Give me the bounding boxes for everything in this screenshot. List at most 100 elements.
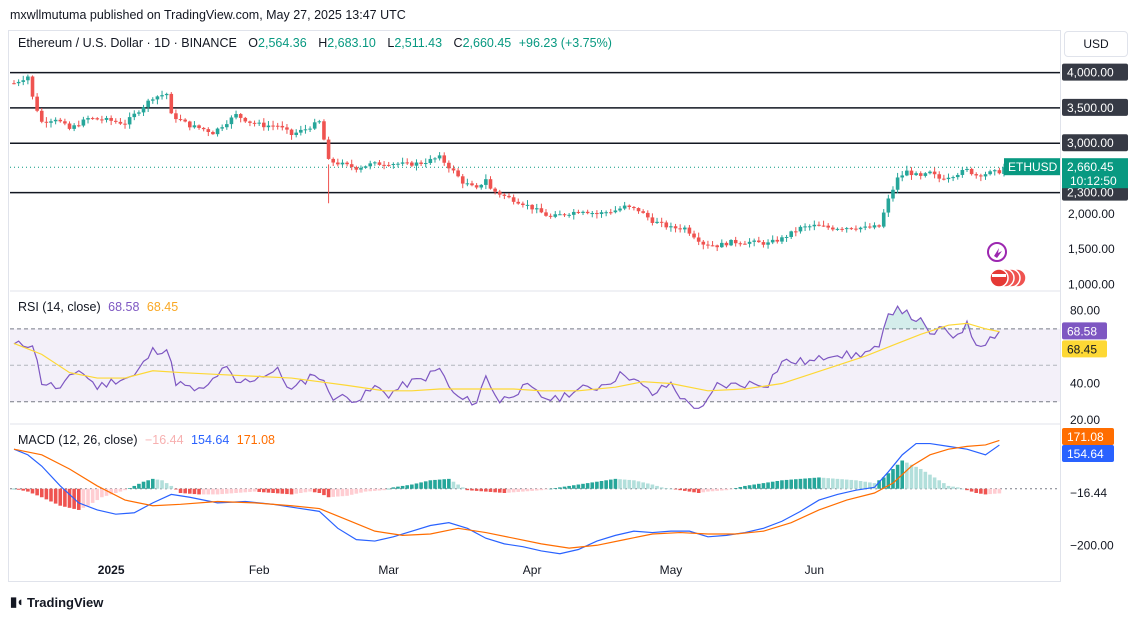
candle: [918, 171, 923, 180]
candle-body: [275, 125, 280, 127]
macd-hist-bar: [955, 487, 960, 489]
candle: [752, 238, 756, 247]
candle-body: [410, 162, 414, 166]
candle-body: [474, 185, 479, 188]
candle-body: [12, 83, 16, 85]
candle: [470, 180, 474, 187]
candle: [946, 173, 951, 183]
candle-body: [548, 215, 553, 217]
candle-body: [317, 121, 322, 123]
macd-hist-bar: [928, 474, 932, 489]
candle: [678, 224, 682, 233]
macd-hist-bar: [798, 478, 803, 489]
candle: [497, 189, 502, 198]
flags-icon[interactable]: [989, 268, 1027, 288]
macd-hist-bar: [16, 488, 21, 490]
candle-body: [863, 226, 868, 228]
candle-body: [641, 211, 645, 213]
macd-hist-bar: [497, 488, 502, 493]
candle-body: [775, 239, 780, 242]
candle-body: [294, 132, 298, 135]
candle: [650, 213, 655, 226]
candle: [243, 116, 248, 123]
candle: [67, 121, 72, 131]
macd-hist-bar: [895, 464, 900, 489]
macd-hist-bar: [909, 464, 914, 489]
macd-hist-bar: [442, 479, 447, 489]
candle-body: [696, 237, 701, 242]
macd-hist-bar: [599, 480, 604, 489]
macd-hist-bar: [747, 485, 752, 489]
macd-hist-bar: [312, 488, 317, 493]
candle-body: [386, 164, 391, 166]
macd-hist-bar: [770, 481, 775, 489]
macd-legend-value: 154.64: [191, 433, 230, 447]
macd-hist-bar: [405, 485, 410, 489]
candle: [493, 187, 497, 195]
candle: [821, 220, 826, 227]
candle-body: [146, 100, 150, 108]
candle-body: [669, 226, 673, 228]
price-level-label-0-bg: [1062, 63, 1128, 81]
candle: [604, 210, 608, 217]
macd-hist-bar: [275, 488, 280, 494]
macd-hist-bar: [659, 487, 664, 489]
candle-body: [16, 81, 21, 84]
candle-body: [687, 227, 692, 234]
candle-body: [30, 76, 35, 97]
candle: [632, 206, 636, 211]
candle-body: [211, 132, 215, 135]
candle: [942, 174, 946, 181]
macd-hist-bar: [645, 483, 650, 489]
candle: [248, 120, 252, 127]
candle-body: [678, 228, 682, 230]
candle-body: [900, 175, 905, 178]
price-level-label-2: 3,000.00: [1067, 136, 1114, 150]
candle-body: [720, 242, 724, 248]
candle: [460, 173, 465, 189]
macd-hist-bar: [336, 488, 340, 497]
candle: [636, 207, 641, 214]
macd-hist-bar: [636, 481, 641, 489]
candle-body: [983, 174, 988, 177]
candle: [877, 224, 881, 228]
macd-hist-bar: [817, 477, 821, 489]
candle-body: [729, 239, 733, 246]
tradingview-logo[interactable]: ▮◖ TradingView: [10, 594, 103, 610]
candle-body: [539, 208, 544, 213]
macd-hist-bar: [414, 483, 419, 489]
candle-body: [192, 125, 197, 128]
macd-hist-bar: [988, 488, 992, 495]
candle: [701, 239, 706, 250]
macd-hist-bar: [137, 483, 141, 489]
candle: [373, 161, 377, 166]
price-tick-5: 1,500.00: [1068, 242, 1115, 256]
macd-hist-bar: [49, 488, 53, 502]
candle-body: [766, 242, 770, 245]
candle: [849, 227, 854, 231]
macd-hist-bar: [132, 485, 137, 489]
candle-body: [905, 170, 909, 176]
candle-body: [715, 245, 719, 248]
candle: [419, 160, 423, 167]
candle: [868, 223, 872, 229]
candle: [192, 121, 197, 129]
sparkle-icon[interactable]: [987, 242, 1007, 262]
candle-body: [659, 221, 664, 223]
macd-hist-bar: [104, 488, 109, 496]
candle-body: [331, 158, 336, 163]
macd-hist-bar: [58, 488, 63, 506]
candle-body: [479, 184, 484, 188]
candle: [183, 118, 187, 123]
candle: [21, 75, 26, 86]
rsi-title: RSI (14, close): [18, 300, 101, 314]
candle: [784, 234, 789, 242]
symbol-title: Ethereum / U.S. Dollar · 1D · BINANCE: [18, 36, 237, 50]
candle: [886, 194, 891, 217]
candle: [187, 120, 192, 131]
candle: [137, 110, 141, 116]
candle: [197, 124, 201, 130]
currency-selector[interactable]: USD: [1064, 31, 1128, 57]
candle: [891, 186, 895, 202]
